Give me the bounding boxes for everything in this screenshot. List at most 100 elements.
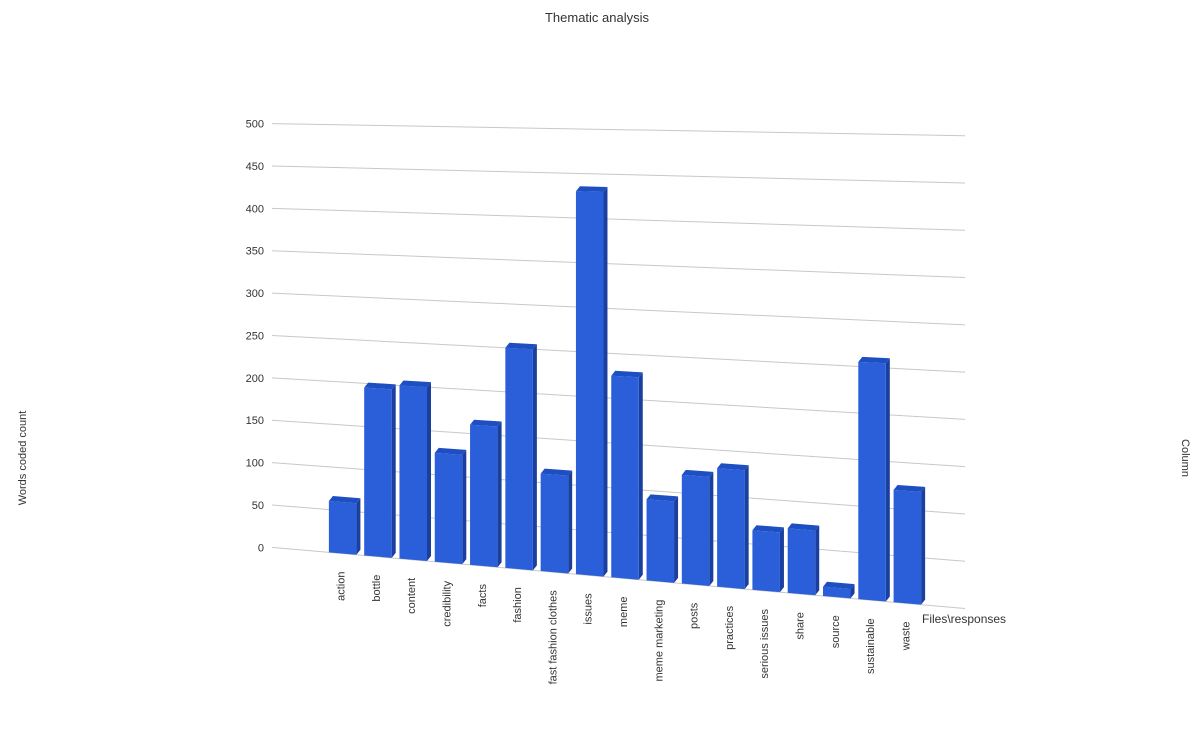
y-tick-label: 200 <box>246 373 264 385</box>
y-tick-label: 100 <box>246 458 264 470</box>
y-tick-label: 500 <box>246 119 264 131</box>
x-tick-label: sustainable <box>865 618 877 674</box>
bar-front <box>364 387 392 558</box>
bar-top <box>681 469 714 477</box>
bar <box>681 469 714 586</box>
bar-side <box>356 498 361 555</box>
y-tick-label: 400 <box>246 203 264 215</box>
bar <box>470 419 502 568</box>
x-tick-label: serious issues <box>759 608 771 678</box>
bar-side <box>815 525 820 596</box>
bar <box>717 463 749 590</box>
x-tick-label: meme <box>618 597 630 628</box>
bar-top <box>752 525 784 533</box>
bar <box>752 525 784 593</box>
bar-side <box>921 486 926 605</box>
bar-side <box>427 382 431 562</box>
x-axis-ticks: action bottle content credibility facts fashi… <box>336 572 913 685</box>
bar-top <box>717 463 749 471</box>
bar <box>434 447 467 565</box>
bar-side <box>744 465 749 590</box>
bar-front <box>505 347 533 571</box>
x-tick-label: facts <box>477 584 489 608</box>
bar <box>823 581 855 599</box>
bar-top <box>399 380 431 388</box>
bar-side <box>638 372 643 580</box>
bar-front <box>823 586 851 599</box>
bar-front <box>787 528 816 596</box>
bar-front <box>646 499 675 583</box>
bar-top <box>540 468 573 476</box>
bar <box>646 494 679 583</box>
bar <box>858 356 890 602</box>
bar <box>399 380 431 562</box>
bar-top <box>470 419 502 427</box>
bar-front <box>470 424 498 568</box>
bar-top <box>328 496 361 504</box>
bar-front <box>752 530 780 593</box>
bar-top <box>646 494 679 502</box>
bar-side <box>497 421 502 568</box>
grid-line <box>271 250 966 279</box>
bar-side <box>885 358 890 602</box>
y-axis-ticks: 0 50 100 150 200 250 300 350 400 450 500 <box>246 119 264 555</box>
bar-top <box>823 581 855 590</box>
x-tick-label: content <box>406 578 418 614</box>
y-tick-label: 0 <box>258 542 264 554</box>
grid-line <box>271 292 966 326</box>
bars <box>328 186 926 605</box>
bar-top <box>787 523 820 531</box>
x-tick-label: action <box>336 572 348 601</box>
grid-line <box>271 334 966 373</box>
bar <box>364 382 396 558</box>
y-tick-label: 250 <box>246 330 264 342</box>
y-axis-label: Words coded count <box>17 411 29 506</box>
bar <box>328 496 361 555</box>
x-tick-label: issues <box>583 593 595 625</box>
bar-top <box>575 186 608 192</box>
bar-front <box>328 501 357 555</box>
bar-side <box>603 186 608 577</box>
x-tick-label: posts <box>689 602 701 629</box>
x-tick-label: fashion <box>512 587 524 622</box>
bar <box>787 523 820 596</box>
legend-label: Column <box>1179 439 1191 477</box>
bar-top <box>364 382 396 390</box>
bar <box>611 370 643 580</box>
x-tick-label: share <box>794 612 806 640</box>
x-tick-label: waste <box>900 621 912 651</box>
x-tick-label: source <box>830 615 842 648</box>
x-tick-label: meme marketing <box>653 600 665 682</box>
y-tick-label: 150 <box>246 415 264 427</box>
bar-top <box>505 342 537 350</box>
bar-side <box>391 384 396 558</box>
y-tick-label: 350 <box>246 246 264 258</box>
bar-front <box>681 474 710 586</box>
bar-side <box>779 527 784 593</box>
y-tick-label: 50 <box>252 500 264 512</box>
bar-top <box>434 447 467 455</box>
bar-front <box>540 473 569 574</box>
bar-side <box>462 449 467 565</box>
chart-title: Thematic analysis <box>545 10 650 25</box>
bar-top <box>893 484 926 492</box>
y-tick-label: 300 <box>246 288 264 300</box>
grid-line <box>271 123 966 137</box>
x-tick-label: credibility <box>442 580 454 626</box>
x-tick-label: practices <box>724 605 736 650</box>
bar-side <box>850 584 855 599</box>
bar-top <box>611 370 643 378</box>
bar-front <box>893 489 922 605</box>
bar-front <box>717 468 745 590</box>
x-tick-label: bottle <box>371 575 383 602</box>
y-tick-label: 450 <box>246 161 264 173</box>
bar <box>893 484 926 605</box>
x-tick-label: fast fashion clothes <box>547 590 559 685</box>
grid-line <box>271 207 966 231</box>
bar-side <box>709 471 714 586</box>
grid-line <box>271 165 966 184</box>
bar-side <box>568 470 573 574</box>
bar <box>540 468 573 574</box>
bar <box>575 186 608 577</box>
bar-front <box>434 452 463 565</box>
